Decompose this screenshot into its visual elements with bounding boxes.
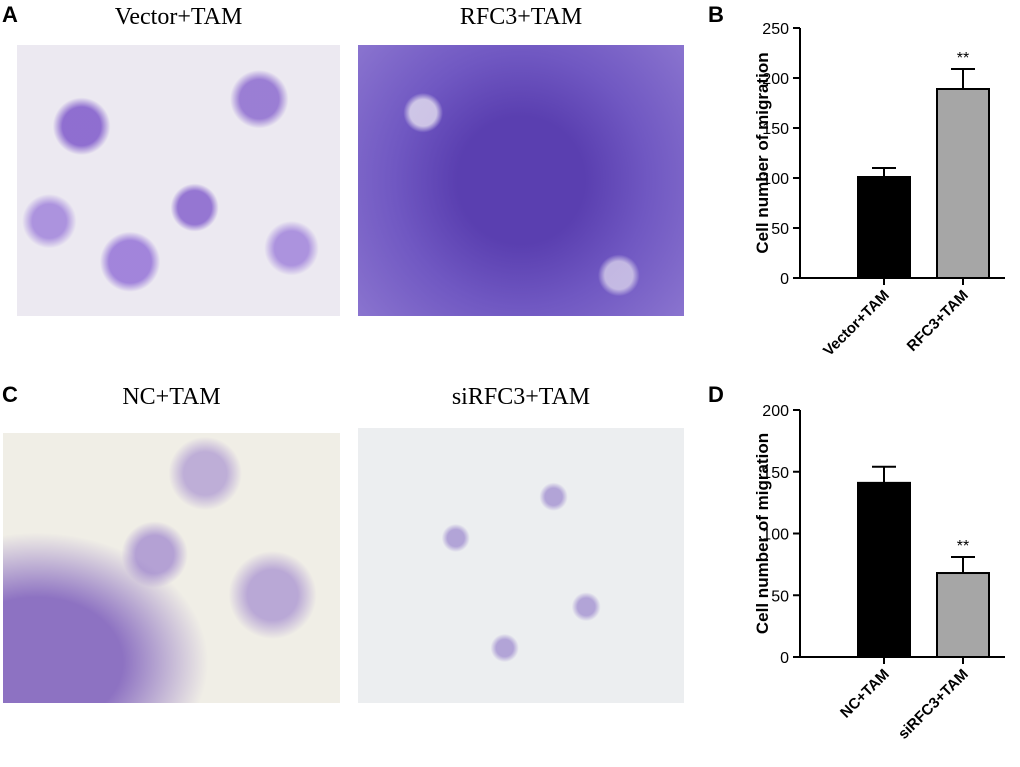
image-caption: Vector+TAM (114, 4, 243, 30)
micrograph (3, 433, 340, 703)
y-tick-label: 0 (780, 271, 789, 288)
bar (936, 572, 990, 659)
y-tick-label: 100 (762, 171, 789, 188)
x-tick-label: RFC3+TAM (904, 287, 972, 355)
y-tick-label: 150 (762, 465, 789, 482)
micrograph (358, 45, 684, 316)
y-tick-label: 250 (762, 21, 789, 38)
x-tick-label: NC+TAM (837, 666, 893, 722)
x-tick-label: siRFC3+TAM (895, 666, 972, 743)
y-axis-label: Cell number of migration (753, 52, 772, 253)
image-caption: RFC3+TAM (459, 4, 583, 30)
image-caption: siRFC3+TAM (451, 384, 591, 410)
y-tick-label: 100 (762, 527, 789, 544)
panel-letter: A (2, 2, 18, 27)
y-axis-label: Cell number of migration (753, 433, 772, 634)
y-tick-label: 200 (762, 403, 789, 420)
x-tick-label: Vector+TAM (820, 287, 893, 360)
bar (857, 176, 911, 279)
y-tick-label: 0 (780, 650, 789, 667)
micrograph (358, 428, 684, 703)
significance-label: ** (957, 50, 969, 67)
bar (936, 88, 990, 279)
bar (857, 481, 911, 658)
panel-letter: C (2, 382, 18, 407)
significance-label: ** (957, 538, 969, 555)
panel-letter: D (708, 382, 724, 407)
panel-letter: B (708, 2, 724, 27)
y-tick-label: 50 (771, 588, 789, 605)
y-tick-label: 50 (771, 221, 789, 238)
image-caption: NC+TAM (122, 384, 221, 410)
micrograph (17, 45, 340, 316)
y-tick-label: 200 (762, 71, 789, 88)
y-tick-label: 150 (762, 121, 789, 138)
